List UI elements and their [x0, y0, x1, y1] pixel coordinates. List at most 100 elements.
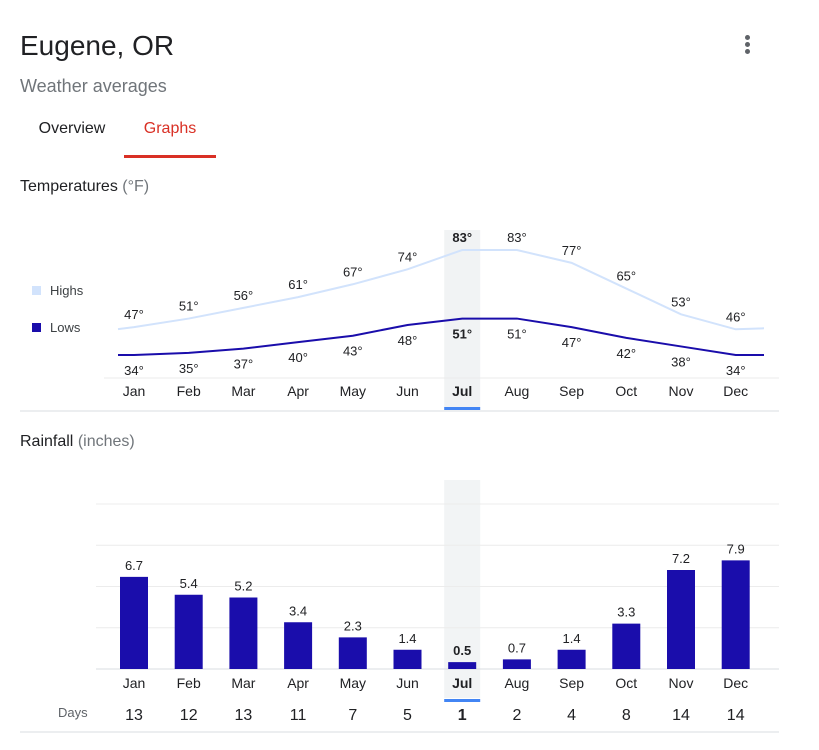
highs-data-label: 65° — [616, 269, 636, 284]
highs-data-label: 61° — [288, 277, 308, 292]
rain-data-label: 1.4 — [563, 631, 581, 646]
rain-data-label: 3.4 — [289, 603, 307, 618]
rain-bar — [229, 597, 258, 669]
selected-month-marker — [444, 699, 481, 702]
legend-highs-label: Highs — [50, 283, 84, 298]
month-tick-label: Jun — [396, 383, 419, 399]
rain-days-value: 11 — [290, 707, 307, 724]
highs-data-label: 74° — [398, 249, 418, 264]
month-tick-label: May — [340, 383, 366, 399]
highs-data-label: 83° — [507, 230, 527, 245]
tab-overview[interactable]: Overview — [38, 120, 106, 137]
legend-lows-swatch — [32, 323, 41, 332]
highs-data-label: 53° — [671, 294, 691, 309]
legend-highs: Highs — [32, 283, 83, 298]
month-tick-label: Oct — [615, 675, 637, 691]
rain-days-value: 5 — [403, 707, 412, 724]
legend-lows: Lows — [32, 320, 80, 335]
highs-data-label: 56° — [234, 288, 254, 303]
temperatures-unit: (°F) — [122, 178, 150, 195]
rain-bar — [667, 570, 695, 669]
rain-bar — [284, 622, 313, 669]
rain-data-label: 0.7 — [508, 640, 526, 655]
lows-data-label: 38° — [671, 354, 691, 369]
rain-days-value: 14 — [727, 707, 745, 724]
lows-data-label: 37° — [234, 357, 254, 372]
rain-bar — [612, 623, 641, 669]
month-tick-label: Mar — [231, 383, 255, 399]
lows-data-label: 40° — [288, 350, 308, 365]
rain-days-value: 1 — [458, 707, 467, 724]
month-tick-label: Jan — [123, 675, 146, 691]
lows-data-label: 34° — [726, 363, 746, 378]
rain-data-label: 5.4 — [180, 576, 198, 591]
rain-data-label: 1.4 — [398, 631, 416, 646]
rain-bar — [174, 594, 203, 669]
rain-data-label: 5.2 — [234, 579, 252, 594]
month-tick-label: Aug — [504, 675, 529, 691]
rain-days-value: 4 — [567, 707, 576, 724]
lows-data-label: 34° — [124, 363, 144, 378]
month-tick-label: Apr — [287, 383, 309, 399]
legend-lows-label: Lows — [50, 320, 81, 335]
page-subtitle: Weather averages — [20, 76, 167, 96]
month-tick-label: Jan — [123, 383, 146, 399]
rain-bar — [502, 659, 531, 669]
highs-line — [117, 249, 765, 331]
month-tick-label: Feb — [177, 383, 201, 399]
rainfall-unit: (inches) — [77, 433, 135, 450]
rain-data-label: 7.2 — [672, 551, 690, 566]
lows-line — [118, 317, 764, 356]
highs-data-label: 77° — [562, 243, 582, 258]
lows-data-label: 48° — [398, 333, 418, 348]
tab-graphs[interactable]: Graphs — [143, 120, 197, 137]
month-tick-label: Dec — [723, 383, 748, 399]
rain-bar — [338, 637, 367, 669]
days-label: Days — [58, 705, 88, 720]
rain-days-value: 13 — [125, 707, 143, 724]
rain-data-label: 3.3 — [617, 605, 635, 620]
rainfall-chart: 6.7 5.4 5.2 3.4 2.3 1.4 0.5 0.7 1.4 3.3 7.2 7.9 Jan F… — [20, 480, 779, 733]
rain-data-label: 2.3 — [344, 618, 362, 633]
rain-data-label: 6.7 — [125, 558, 143, 573]
highs-data-label: 46° — [726, 309, 746, 324]
rain-days-value: 2 — [512, 707, 521, 724]
month-tick-label: Mar — [231, 675, 255, 691]
lows-data-label: 51° — [452, 327, 472, 342]
rain-bar — [393, 649, 422, 669]
rain-days-value: 7 — [348, 707, 357, 724]
rainfall-title: Rainfall (inches) — [20, 433, 135, 451]
month-tick-label: Dec — [723, 675, 748, 691]
more-vert-icon[interactable] — [735, 33, 761, 57]
lows-data-label: 35° — [179, 361, 199, 376]
rain-bar — [557, 649, 586, 669]
rain-days-value: 8 — [622, 707, 631, 724]
rain-days-value: 14 — [672, 707, 690, 724]
month-tick-label: Sep — [559, 675, 584, 691]
rain-bar — [721, 560, 750, 669]
month-tick-label: Aug — [504, 383, 529, 399]
rain-days-value: 12 — [180, 707, 198, 724]
month-tick-label: Jun — [396, 675, 419, 691]
selected-month-band — [444, 480, 481, 698]
rain-bar — [448, 662, 477, 669]
rainfall-title-text: Rainfall — [20, 433, 74, 450]
highs-data-label: 51° — [179, 299, 199, 314]
temperature-chart: 47° 51° 56° 61° 67° 74° 83° 83° 77° 65° 53° 46° 34° 3… — [20, 230, 779, 412]
lows-data-label: 42° — [616, 346, 636, 361]
selected-month-marker — [444, 407, 481, 410]
highs-data-label: 67° — [343, 264, 363, 279]
temperatures-title: Temperatures (°F) — [20, 178, 149, 196]
rain-days-value: 13 — [235, 707, 253, 724]
month-tick-label: Apr — [287, 675, 309, 691]
month-tick-label: Feb — [177, 675, 201, 691]
month-tick-label: Sep — [559, 383, 584, 399]
rain-data-label: 0.5 — [453, 643, 471, 658]
temperatures-title-text: Temperatures — [20, 178, 118, 195]
rain-data-label: 7.9 — [727, 541, 745, 556]
lows-data-label: 43° — [343, 344, 363, 359]
lows-data-label: 51° — [507, 327, 527, 342]
highs-data-label: 47° — [124, 307, 144, 322]
active-tab-indicator — [124, 155, 216, 158]
tab-bar: Overview Graphs — [20, 110, 799, 158]
